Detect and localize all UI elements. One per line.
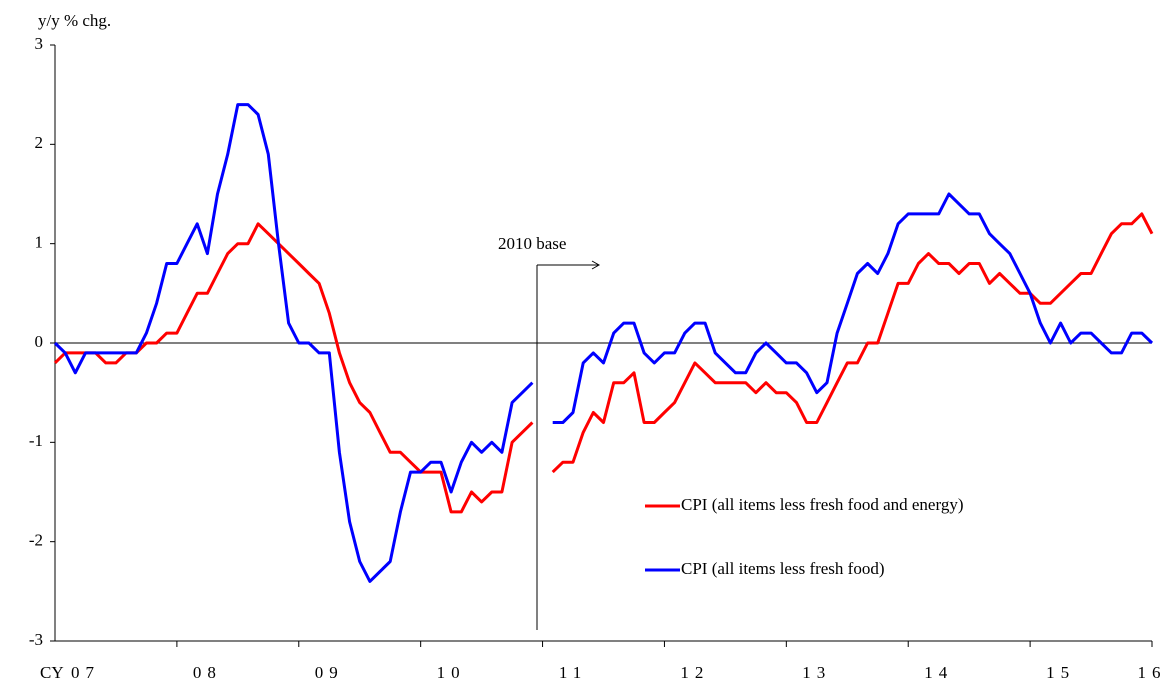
arrow-head bbox=[591, 260, 601, 270]
x-tick-label: 10 bbox=[437, 663, 466, 682]
y-tick-label: 1 bbox=[35, 233, 44, 252]
x-tick-label: 12 bbox=[680, 663, 709, 682]
y-axis-label: y/y % chg. bbox=[38, 11, 111, 30]
x-tick-label: 09 bbox=[315, 663, 344, 682]
x-tick-label: 08 bbox=[193, 663, 222, 682]
y-tick-label: -1 bbox=[29, 431, 43, 450]
y-tick-label: 2 bbox=[35, 133, 44, 152]
y-tick-label: 0 bbox=[35, 332, 44, 351]
y-tick-label: -3 bbox=[29, 630, 43, 649]
legend-label: CPI (all items less fresh food and energ… bbox=[681, 495, 963, 514]
x-axis-label: CY bbox=[40, 663, 64, 682]
series-line bbox=[53, 103, 1154, 583]
legend-label: CPI (all items less fresh food) bbox=[681, 559, 885, 578]
y-tick-label: 3 bbox=[35, 34, 44, 53]
x-tick-label: 14 bbox=[924, 663, 953, 682]
x-tick-label: 15 bbox=[1046, 663, 1075, 682]
x-tick-label: 13 bbox=[802, 663, 831, 682]
y-tick-label: -2 bbox=[29, 531, 43, 550]
annotation: 2010 base bbox=[498, 234, 566, 253]
x-tick-label: 16 bbox=[1138, 663, 1167, 682]
x-tick-label: 07 bbox=[71, 663, 100, 682]
x-tick-label: 11 bbox=[559, 663, 587, 682]
